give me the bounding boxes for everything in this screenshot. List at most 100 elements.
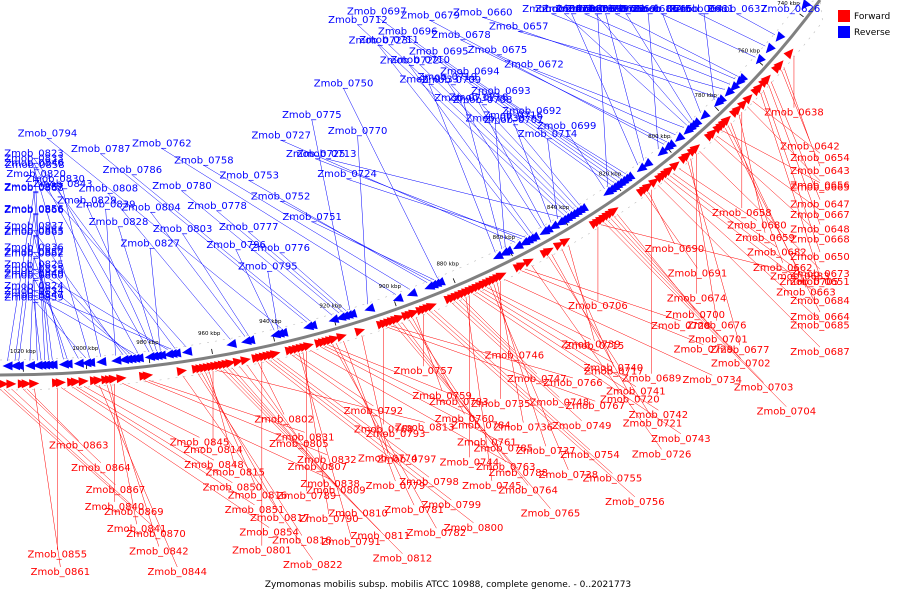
leader-line <box>661 13 756 58</box>
leader-line <box>357 136 368 305</box>
tick-label: 940 kbp <box>259 319 282 325</box>
gene-arrow <box>735 75 746 86</box>
gene-arrow <box>314 339 325 349</box>
gene-arrow <box>513 240 524 250</box>
leader-line <box>324 346 482 421</box>
leader-line <box>321 347 504 444</box>
gene-label: Zmob_0675 <box>468 45 528 56</box>
tick-mark <box>273 336 275 342</box>
leader-line <box>722 130 821 183</box>
gene-label: Zmob_0803 <box>153 224 213 235</box>
gene-arrow <box>755 53 766 65</box>
gene-arrow <box>354 327 365 337</box>
gene-label: Zmob_0810 <box>328 508 388 519</box>
gene-arrow <box>118 354 130 364</box>
leader-line <box>462 298 515 351</box>
leader-line <box>666 177 821 297</box>
leader-line <box>451 85 574 210</box>
gene-label: Zmob_0679 <box>400 10 460 21</box>
leader-line <box>645 194 698 269</box>
leader-line <box>760 92 821 277</box>
leader-line <box>100 153 307 323</box>
leader-line <box>161 148 396 295</box>
leader-line <box>280 252 347 312</box>
gene-label: Zmob_0733 <box>400 74 460 85</box>
gene-label: Zmob_0672 <box>504 60 564 71</box>
gene-label: Zmob_0847 <box>4 290 64 301</box>
leader-line <box>662 13 701 113</box>
leader-line <box>357 24 565 216</box>
gene-label: Zmob_0660 <box>453 7 513 18</box>
gene-label: Zmob_0742 <box>629 410 689 421</box>
leader-line <box>605 13 644 161</box>
leader-line <box>95 385 200 438</box>
gene-label: Zmob_0801 <box>232 546 292 557</box>
gene-label: Zmob_0863 <box>49 441 109 452</box>
leader-line <box>335 343 415 506</box>
leader-line <box>500 95 623 177</box>
leader-line <box>216 210 340 314</box>
gene-label: Zmob_0797 <box>377 454 437 465</box>
leader-line <box>106 384 160 547</box>
leader-line <box>76 386 233 483</box>
gene-label: Zmob_0752 <box>251 191 311 202</box>
gene-label: Zmob_0693 <box>471 86 531 97</box>
tick-marks: 740 kbp 760 kbp 780 kbp 800 kbp 820 kbp 840 k… <box>0 0 823 391</box>
gene-label: Zmob_0689 <box>622 374 682 385</box>
leader-line <box>14 214 35 361</box>
gene-arrow <box>284 346 296 356</box>
gene-label: Zmob_0727 <box>251 130 311 141</box>
gene-arrow <box>89 376 101 386</box>
gene-label: Zmob_0862 <box>4 249 64 260</box>
leader-line <box>33 167 90 358</box>
leader-line <box>272 358 430 478</box>
leader-line <box>33 252 128 355</box>
leader-line <box>267 271 279 330</box>
gene-label: Zmob_0854 <box>239 528 299 539</box>
leader-line <box>548 256 653 419</box>
gene-label: Zmob_0824 <box>4 281 64 292</box>
gene-label: Zmob_0796 <box>206 240 266 251</box>
gene-label: Zmob_0706 <box>568 301 628 312</box>
gene-label: Zmob_0870 <box>126 529 186 540</box>
gene-label: Zmob_0856 <box>4 204 64 215</box>
gene-label: Zmob_0743 <box>651 434 711 445</box>
gene-arrow <box>101 375 112 385</box>
leader-line <box>486 287 591 340</box>
gene-label: Zmob_0739 <box>561 339 621 350</box>
leader-line <box>33 235 64 360</box>
forward-swatch <box>838 10 850 22</box>
leader-line <box>699 13 766 47</box>
gene-label: Zmob_0825 <box>4 260 64 271</box>
gene-label: Zmob_0753 <box>219 171 279 182</box>
leader-line <box>388 44 568 214</box>
leader-line <box>33 290 172 350</box>
gene-label: Zmob_0720 <box>600 394 660 405</box>
leader-line <box>601 224 810 278</box>
gene-arrow <box>712 123 723 134</box>
gene-label: Zmob_0851 <box>225 505 285 516</box>
gene-label: Zmob_0802 <box>254 414 314 425</box>
gene-label: Zmob_0834 <box>4 286 64 297</box>
gene-label: Zmob_0868 <box>4 183 64 194</box>
gene-arrow <box>750 85 761 97</box>
leader-line <box>763 90 821 253</box>
tick-label: 740 kbp <box>777 1 800 7</box>
gene-label: Zmob_0668 <box>790 234 850 245</box>
gene-arrow <box>499 247 511 256</box>
gene-arrow <box>210 361 221 371</box>
gene-arrow <box>163 349 174 359</box>
gene-arrow <box>328 314 340 323</box>
gene-arrow <box>29 379 40 389</box>
tick-label: 1020 kbp <box>10 349 36 355</box>
gene-arrow <box>415 307 427 316</box>
gene-label: Zmob_0749 <box>552 421 612 432</box>
gene-label: Zmob_0710 <box>390 55 450 66</box>
gene-label: Zmob_0829 <box>57 196 117 207</box>
tick-mark <box>715 106 720 112</box>
leader-line <box>482 105 577 208</box>
gene-label: Zmob_0795 <box>238 261 298 272</box>
leader-line <box>34 388 61 568</box>
gene-arrow <box>406 288 418 297</box>
gene-label: Zmob_0663 <box>776 287 836 298</box>
